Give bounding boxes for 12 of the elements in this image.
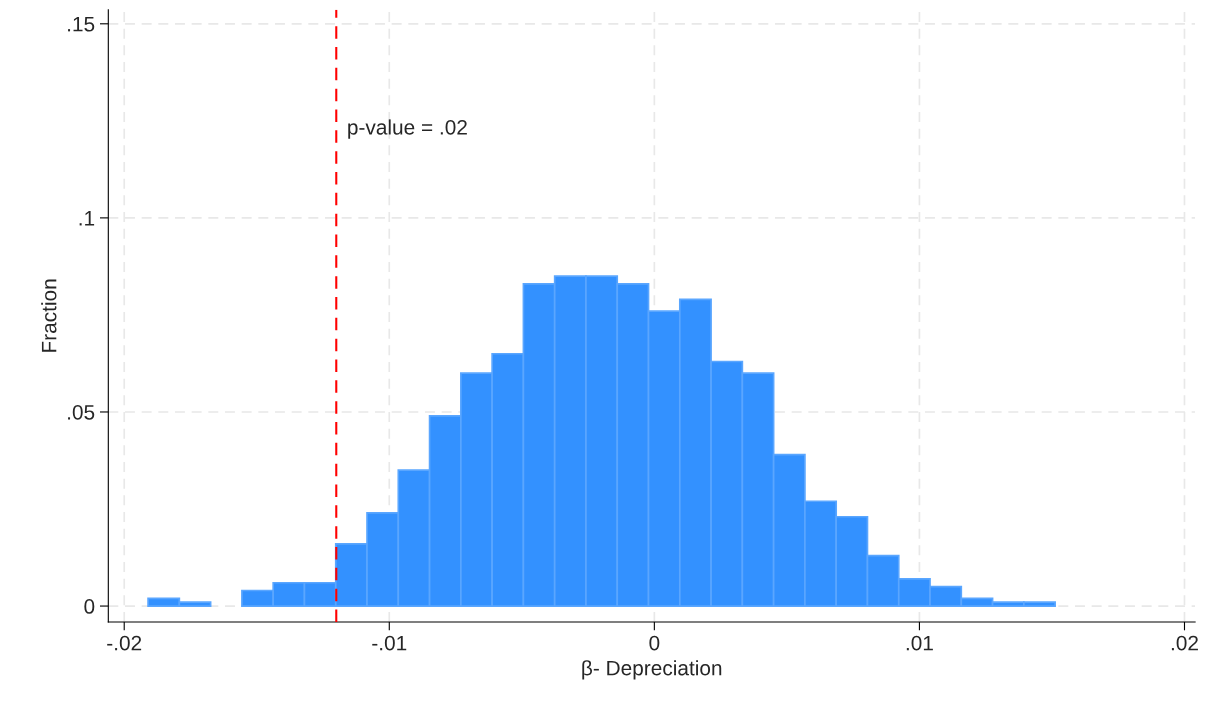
ref-line-label: p-value = .02 [348, 119, 467, 139]
x-tick-label: .01 [906, 635, 933, 651]
x-tick-label: 0 [649, 635, 660, 651]
y-tick-label: .05 [68, 404, 95, 420]
x-tick-label: -.01 [372, 635, 407, 651]
x-tick-label: -.02 [107, 635, 142, 651]
y-tick-label: .15 [68, 17, 95, 32]
y-axis-title: Fraction [41, 279, 57, 352]
x-tick-label: .02 [1171, 635, 1198, 651]
y-tick-label: 0 [84, 599, 95, 614]
y-tick-label: .1 [79, 211, 95, 226]
x-axis-title: β- Depreciation [582, 660, 722, 680]
